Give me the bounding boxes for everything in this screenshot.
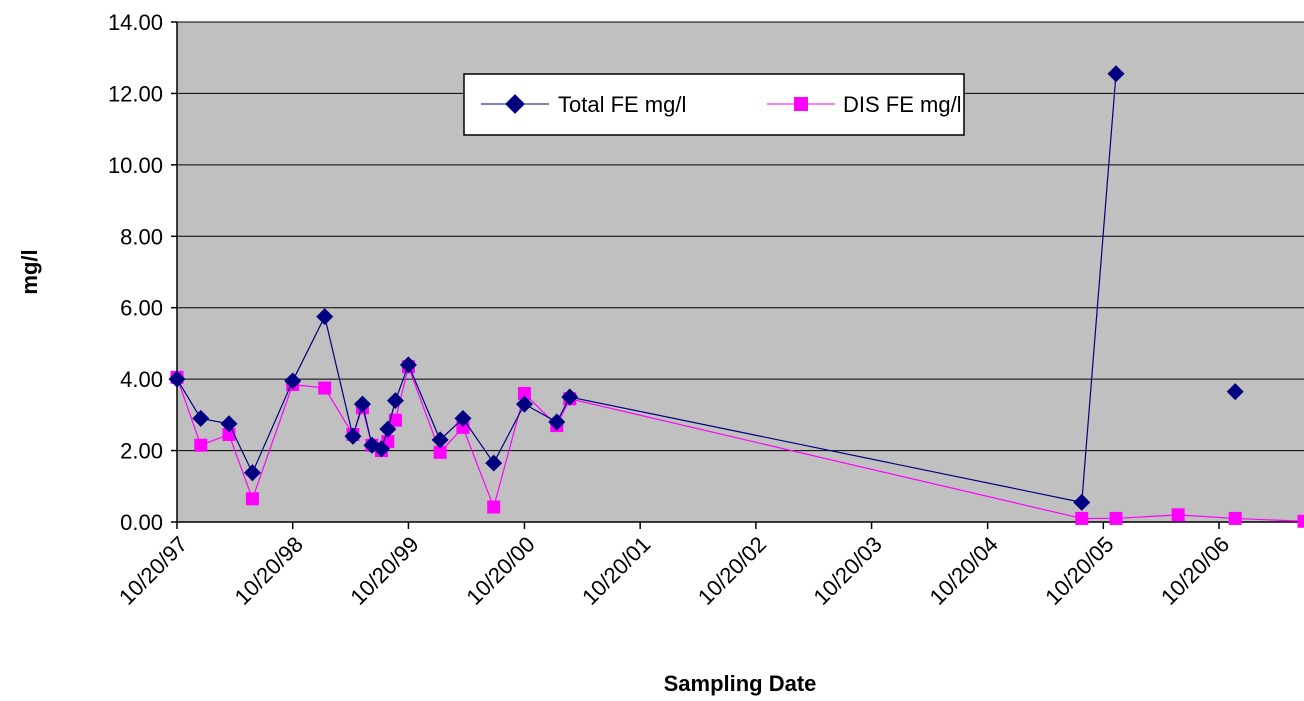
data-point-dis-fe <box>1228 511 1242 525</box>
x-axis-title: Sampling Date <box>664 671 817 696</box>
data-point-total-fe <box>344 427 362 445</box>
data-point-total-fe <box>379 420 397 438</box>
y-axis-title: mg/l <box>17 249 42 294</box>
legend-label-dis-fe: DIS FE mg/l <box>843 92 962 117</box>
y-tick-label: 4.00 <box>120 367 163 392</box>
data-point-total-fe <box>220 415 238 433</box>
data-point-total-fe <box>399 356 417 374</box>
data-point-total-fe <box>561 388 579 406</box>
y-tick-label: 8.00 <box>120 224 163 249</box>
data-point-total-fe <box>485 454 503 472</box>
data-point-total-fe <box>316 308 334 326</box>
y-tick-label: 12.00 <box>108 81 163 106</box>
x-axis: 10/20/97 10/20/98 10/20/99 10/20/00 10/20/01… <box>114 521 1304 610</box>
x-tick-label: 10/20/06 <box>1156 532 1234 610</box>
data-point-dis-fe <box>517 386 531 400</box>
data-point-dis-fe <box>245 492 259 506</box>
data-point-dis-fe <box>1075 511 1089 525</box>
x-tick-label: 10/20/04 <box>925 532 1003 610</box>
x-tick-label: 10/20/99 <box>345 532 423 610</box>
y-tick-label: 14.00 <box>108 10 163 35</box>
y-tick-label: 0.00 <box>120 510 163 535</box>
legend-label-total-fe: Total FE mg/l <box>558 92 686 117</box>
data-point-dis-fe <box>388 413 402 427</box>
data-point-dis-fe <box>1109 511 1123 525</box>
legend: Total FE mg/l DIS FE mg/l <box>463 73 965 136</box>
data-point-total-fe <box>284 372 302 390</box>
data-point-dis-fe <box>318 381 332 395</box>
data-point-total-fe <box>431 431 449 449</box>
x-tick-label: 10/20/02 <box>693 532 771 610</box>
data-point-total-fe <box>515 395 533 413</box>
x-tick-label: 10/20/97 <box>114 532 192 610</box>
data-point-total-fe <box>454 409 472 427</box>
data-point-dis-fe <box>1297 514 1304 528</box>
y-tick-label: 6.00 <box>120 296 163 321</box>
data-point-total-fe <box>372 440 390 458</box>
data-point-total-fe <box>168 370 186 388</box>
x-tick-label: 10/20/00 <box>461 532 539 610</box>
y-axis: 0.00 2.00 4.00 6.00 8.00 10.00 12.00 14.00 <box>108 10 178 535</box>
data-point-dis-fe <box>1171 508 1185 522</box>
data-point-dis-fe <box>487 500 501 514</box>
data-point-total-fe <box>386 392 404 410</box>
data-point-dis-fe <box>194 438 208 452</box>
x-tick-label: 10/20/98 <box>230 532 308 610</box>
data-point-dis-fe <box>433 445 447 459</box>
data-point-total-fe <box>548 413 566 431</box>
x-tick-label: 10/20/03 <box>809 532 887 610</box>
data-point-total-fe <box>192 409 210 427</box>
x-tick-label: 10/20/01 <box>577 532 655 610</box>
y-tick-label: 10.00 <box>108 153 163 178</box>
x-tick-label: 10/20/05 <box>1040 532 1118 610</box>
data-point-total-fe <box>353 395 371 413</box>
y-tick-label: 2.00 <box>120 439 163 464</box>
data-point-total-fe <box>243 464 261 482</box>
legend-marker-dis-fe <box>794 97 808 111</box>
